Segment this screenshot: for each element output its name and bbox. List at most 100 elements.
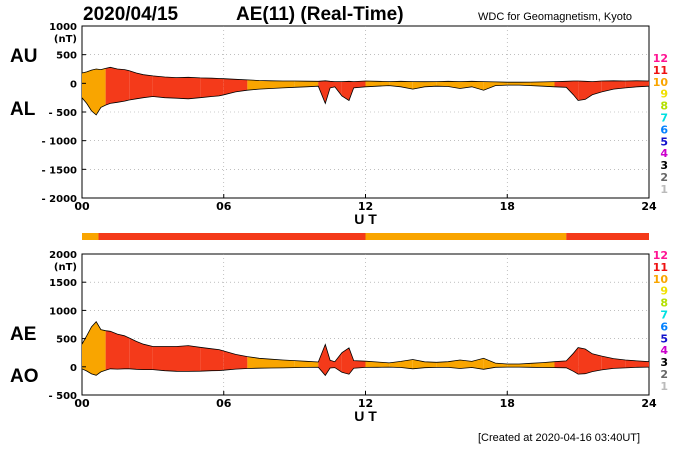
ae-ao-area-hour (412, 359, 437, 369)
activity-bar-segment (98, 233, 366, 240)
ae-ao-xaxis-label: U T (354, 408, 377, 424)
au-al-area-hour (554, 81, 579, 101)
ae-ao-legend-level: 7 (660, 309, 668, 322)
au-al-area-hour (223, 78, 248, 95)
au-al-area-hour (176, 77, 201, 99)
ae-ao-legend-level: 6 (660, 320, 668, 333)
au-al-area-hour (200, 77, 224, 98)
ae-ao-legend-level: 2 (660, 368, 668, 381)
au-al-xtick-label: 06 (216, 200, 232, 213)
au-al-legend-level: 3 (660, 159, 668, 172)
ae-ao-area-hour (271, 359, 295, 369)
ae-ao-xtick-label: 06 (216, 397, 232, 410)
chart-title: AE(11) (Real-Time) (236, 4, 404, 25)
ae-ao-area-hour (129, 338, 153, 370)
au-al-ytick-label: - 500 (48, 108, 77, 119)
au-al-area-hour (82, 68, 106, 115)
ae-ao-legend-level: 10 (653, 273, 669, 286)
ae-ao-area-hour (82, 321, 106, 376)
au-al-xtick-label: 18 (500, 200, 515, 213)
ae-ao-xtick-label: 18 (500, 397, 515, 410)
ae-ao-series-ae (81, 321, 650, 365)
series-label-ao: AO (10, 366, 39, 387)
organization-label: WDC for Geomagnetism, Kyoto (478, 11, 633, 23)
au-al-ytick-label: - 2000 (42, 194, 78, 205)
ae-ao-xtick-label: 12 (358, 397, 373, 410)
au-al-xtick-label: 00 (74, 200, 90, 213)
ae-ao-legend-level: 5 (660, 332, 668, 345)
ae-ao-area-hour (200, 347, 224, 372)
au-al-xtick-label: 24 (641, 200, 657, 213)
ae-ao-area-hour (223, 351, 248, 371)
au-al-area-hour (601, 80, 626, 92)
created-timestamp: [Created at 2020-04-16 03:40UT] (478, 432, 641, 444)
ae-ao-legend-level: 1 (660, 380, 668, 393)
au-al-legend-level: 2 (660, 171, 668, 184)
ae-ao-xtick-label: 24 (641, 397, 657, 410)
au-al-ytick-label: 1000 (49, 22, 77, 33)
ae-ao-area-hour (247, 356, 271, 369)
au-al-xtick-label: 12 (358, 200, 373, 213)
ae-ao-area-hour (389, 359, 413, 369)
activity-bar-segment (82, 233, 99, 240)
au-al-frame (81, 25, 650, 199)
series-label-ae: AE (10, 324, 36, 345)
au-al-area-hour (105, 67, 130, 106)
ae-ao-series-ao (81, 366, 650, 377)
au-al-area-hour (389, 81, 413, 90)
au-al-area-hour (530, 81, 555, 87)
ae-ao-ytick-label: 500 (56, 335, 77, 346)
ae-ao-legend-level: 4 (660, 344, 668, 357)
ae-ao-area-hour (318, 344, 342, 376)
ae-ao-unit-label: (nT) (54, 262, 77, 273)
au-al-legend-level: 5 (660, 135, 668, 148)
au-al-xaxis-label: U T (354, 211, 377, 227)
series-label-au: AU (10, 46, 37, 67)
au-al-ytick-label: - 1500 (42, 165, 78, 176)
au-al-legend-level: 8 (660, 100, 668, 113)
ae-ao-area-hour (578, 347, 602, 375)
au-al-legend-level: 10 (653, 76, 669, 89)
ae-ao-legend-level: 11 (653, 261, 668, 274)
ae-ao-xtick-label: 00 (74, 397, 90, 410)
ae-ao-area-hour (625, 360, 649, 368)
au-al-area-hour (578, 81, 602, 101)
series-label-al: AL (10, 99, 36, 120)
ae-ao-area-hour (105, 330, 130, 371)
activity-bar-segment (365, 233, 567, 240)
ae-ao-legend-level: 3 (660, 356, 668, 369)
au-al-legend-level: 1 (660, 183, 668, 196)
au-al-area-hour (365, 81, 390, 87)
au-al-area-hour (483, 81, 508, 91)
au-al-area-hour (341, 81, 366, 101)
ae-ao-ytick-label: 0 (70, 363, 77, 374)
au-al-legend-level: 9 (660, 88, 668, 101)
au-al-area-hour (129, 70, 153, 100)
ae-ao-legend-level: 9 (660, 285, 668, 298)
activity-bar-segment (566, 233, 649, 240)
au-al-legend-level: 7 (660, 112, 668, 125)
au-al-area-hour (412, 81, 437, 90)
date-label: 2020/04/15 (83, 4, 179, 25)
au-al-area-hour (152, 75, 177, 99)
ae-ao-legend-level: 12 (653, 249, 668, 262)
au-al-area-hour (318, 80, 342, 104)
au-al-legend-level: 6 (660, 123, 668, 136)
ae-ao-ytick-label: 1500 (49, 278, 77, 289)
au-al-area-hour (436, 81, 460, 89)
ae-ao-area-hour (152, 346, 177, 372)
au-al-ytick-label: 0 (70, 79, 77, 90)
au-al-legend-level: 12 (653, 52, 668, 65)
au-al-area-hour (460, 81, 484, 91)
au-al-area-hour (294, 81, 319, 88)
au-al-legend-level: 11 (653, 64, 668, 77)
au-al-area-hour (247, 79, 271, 91)
au-al-ytick-label: - 1000 (42, 137, 78, 148)
au-al-legend-level: 4 (660, 147, 668, 160)
au-al-unit-label: (nT) (54, 34, 77, 45)
au-al-ytick-label: 500 (56, 51, 77, 62)
ae-ao-ytick-label: 2000 (49, 250, 77, 261)
au-al-area-hour (271, 80, 295, 89)
ae-ao-area-hour (294, 360, 319, 368)
